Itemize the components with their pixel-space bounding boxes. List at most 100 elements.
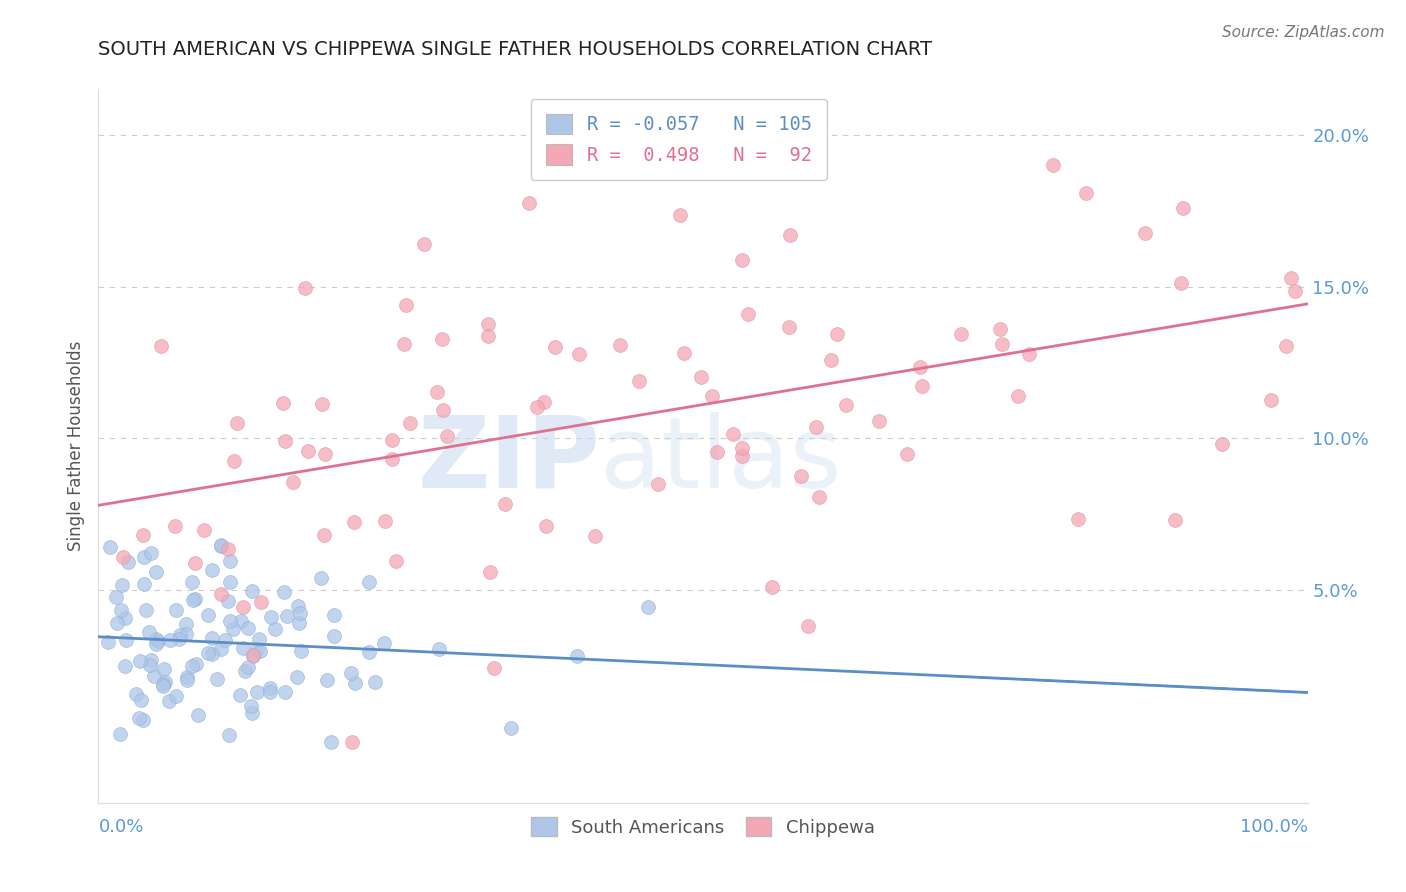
Point [211, 587, 233, 601]
Point [896, 447, 918, 461]
Point [209, 641, 232, 656]
Point [263, 623, 285, 637]
Point [232, 599, 254, 614]
Point [477, 318, 499, 332]
Point [609, 338, 631, 352]
Point [494, 497, 516, 511]
Point [159, 633, 181, 648]
Point [478, 565, 501, 579]
Point [290, 643, 312, 657]
Point [222, 454, 245, 468]
Text: 0.0%: 0.0% [98, 818, 143, 836]
Point [246, 685, 269, 699]
Point [567, 648, 589, 663]
Point [731, 253, 754, 268]
Point [949, 327, 972, 342]
Point [273, 684, 295, 698]
Point [761, 581, 783, 595]
Point [165, 689, 187, 703]
Point [385, 554, 408, 568]
Point [1164, 512, 1187, 526]
Point [413, 236, 436, 251]
Point [105, 616, 128, 631]
Point [316, 673, 339, 687]
Point [797, 619, 820, 633]
Point [250, 594, 273, 608]
Point [690, 369, 713, 384]
Point [287, 599, 309, 614]
Point [145, 637, 167, 651]
Point [193, 524, 215, 538]
Point [820, 353, 842, 368]
Point [259, 681, 281, 695]
Point [180, 659, 202, 673]
Point [219, 574, 242, 589]
Point [201, 648, 224, 662]
Point [583, 529, 606, 543]
Text: Source: ZipAtlas.com: Source: ZipAtlas.com [1222, 25, 1385, 40]
Point [392, 337, 415, 351]
Point [359, 645, 381, 659]
Y-axis label: Single Father Households: Single Father Households [66, 341, 84, 551]
Point [218, 554, 240, 568]
Point [1284, 284, 1306, 298]
Point [637, 600, 659, 615]
Point [343, 515, 366, 529]
Point [132, 549, 155, 564]
Point [807, 490, 830, 504]
Point [273, 585, 295, 599]
Point [339, 665, 361, 680]
Point [721, 427, 744, 442]
Point [381, 433, 404, 447]
Point [129, 693, 152, 707]
Point [804, 419, 827, 434]
Point [673, 346, 696, 360]
Point [138, 624, 160, 639]
Point [702, 388, 724, 402]
Text: atlas: atlas [600, 412, 842, 508]
Point [374, 514, 396, 528]
Point [176, 673, 198, 688]
Point [1007, 389, 1029, 403]
Point [145, 632, 167, 647]
Point [183, 592, 205, 607]
Point [778, 320, 800, 334]
Point [226, 417, 249, 431]
Point [395, 298, 418, 312]
Point [238, 660, 260, 674]
Point [399, 417, 422, 431]
Point [217, 593, 239, 607]
Point [128, 654, 150, 668]
Point [249, 644, 271, 658]
Point [322, 629, 344, 643]
Point [228, 688, 250, 702]
Point [125, 687, 148, 701]
Point [1279, 271, 1302, 285]
Point [281, 475, 304, 490]
Text: ZIP: ZIP [418, 412, 600, 508]
Point [321, 735, 343, 749]
Point [357, 574, 380, 589]
Point [110, 603, 132, 617]
Point [184, 657, 207, 671]
Point [274, 434, 297, 449]
Point [373, 636, 395, 650]
Point [139, 658, 162, 673]
Point [1211, 437, 1233, 451]
Legend: South Americans, Chippewa: South Americans, Chippewa [524, 810, 882, 844]
Point [232, 640, 254, 655]
Point [236, 621, 259, 635]
Point [115, 633, 138, 648]
Point [647, 477, 669, 491]
Point [187, 707, 209, 722]
Point [426, 385, 449, 400]
Point [214, 633, 236, 648]
Point [543, 340, 565, 354]
Point [117, 555, 139, 569]
Point [868, 414, 890, 428]
Point [911, 378, 934, 392]
Point [197, 646, 219, 660]
Point [128, 711, 150, 725]
Point [260, 610, 283, 624]
Point [180, 574, 202, 589]
